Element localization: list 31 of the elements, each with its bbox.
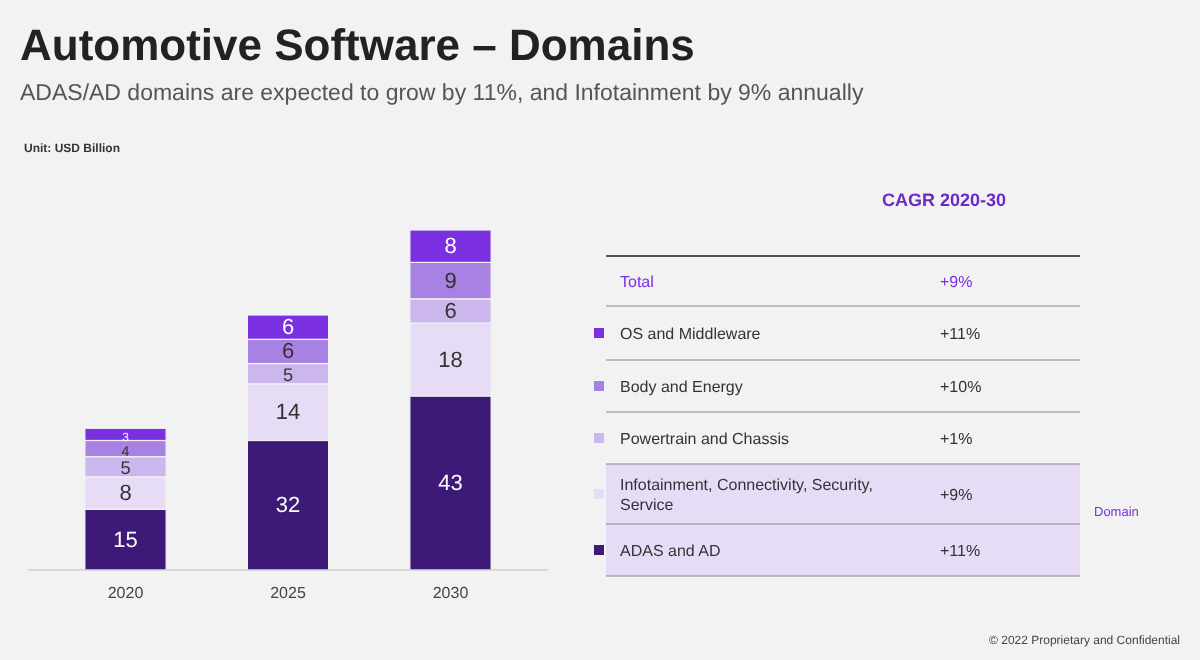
text: +10% — [940, 378, 982, 396]
text: Total — [620, 273, 655, 291]
text: +1% — [940, 430, 973, 448]
legend-label: Powertrain and Chassis — [620, 430, 789, 448]
data-label: 5 — [282, 364, 294, 385]
x-tick-label: 2020 — [107, 584, 145, 602]
data-label: 6 — [444, 299, 457, 324]
data-label: 6 — [281, 316, 295, 341]
legend-label: Body and Energy — [620, 378, 743, 396]
data-label: 14 — [275, 401, 301, 426]
x-tick-label: 2030 — [432, 584, 470, 602]
text: +9% — [940, 486, 973, 504]
data-label: 8 — [444, 235, 457, 260]
data-label: 32 — [275, 494, 301, 519]
x-tick-label: 2025 — [270, 584, 307, 602]
data-label: 9 — [444, 269, 457, 294]
data-label: 8 — [119, 482, 132, 507]
legend-label: ADAS and AD — [620, 542, 721, 560]
text: +11% — [940, 325, 981, 343]
data-label: 5 — [120, 457, 131, 478]
chart-subtitle: ADAS/AD domains are expected to grow by 11%, and Infotainment by 9% annually — [20, 82, 864, 106]
data-label: 43 — [438, 471, 463, 496]
legend-label: OS and Middleware — [620, 325, 762, 343]
legend-title: CAGR 2020-30 — [881, 190, 1007, 210]
text: +11% — [940, 542, 981, 560]
text: +9% — [940, 273, 973, 291]
chart-title: Automotive Software – Domains — [20, 20, 695, 70]
data-label: 15 — [113, 528, 138, 553]
legend-label: Infotainment, Connectivity, Security, Service — [620, 476, 873, 514]
data-label: 6 — [281, 340, 295, 365]
data-label: 18 — [438, 348, 463, 373]
